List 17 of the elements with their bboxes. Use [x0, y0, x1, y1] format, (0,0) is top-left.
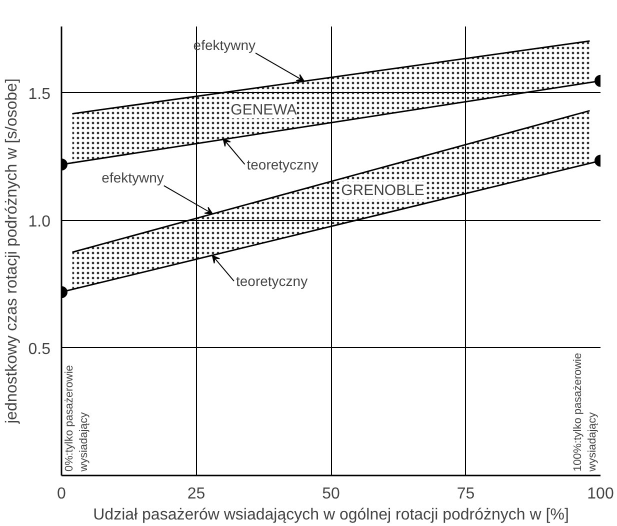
x-tick-label: 25 [187, 486, 206, 502]
y-tick-label: 1.5 [28, 86, 51, 103]
y-tick-label: 0.5 [28, 340, 51, 358]
y-axis-title: jednostkowy czas rotacji podróżnych w [s/osobe] [3, 78, 20, 425]
annotation: 100%:tylko pasażerowie wysiadający [572, 352, 598, 472]
x-tick-label: 0 [57, 486, 66, 502]
series-label: GRENOBLE [341, 182, 424, 200]
y-tick-label: 1.0 [28, 213, 51, 230]
x-axis-title: Udział pasażerów wsiadających w ogólnej rotacji podróżnych w [%] [93, 506, 569, 524]
annotation: teoretyczny [246, 156, 318, 172]
annotation: efektywny [102, 170, 164, 186]
annotation: teoretyczny [236, 273, 308, 290]
x-tick-label: 100 [587, 486, 614, 502]
series-label: GENEWA [230, 101, 297, 118]
x-tick-label: 50 [322, 486, 340, 502]
annotation: 0%:tylko pasażerowie wysiadający [64, 365, 90, 472]
x-tick-label: 75 [456, 486, 475, 502]
